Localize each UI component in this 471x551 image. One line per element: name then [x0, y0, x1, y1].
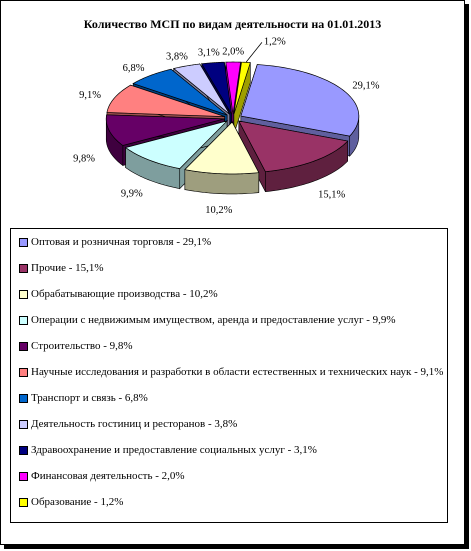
data-label-8: 3,8% — [166, 51, 188, 62]
chart-title: Количество МСП по видам деятельности на … — [83, 17, 382, 31]
legend-swatch — [19, 393, 28, 403]
pie-slice-2 — [238, 120, 349, 193]
data-label-2: 15,1% — [318, 189, 345, 200]
data-label-4: 9,9% — [121, 189, 143, 200]
legend-item-5: Строительство - 9,8% — [19, 339, 133, 353]
data-label-5: 9,8% — [73, 153, 95, 164]
data-label-3: 10,2% — [205, 205, 232, 216]
legend-item-1: Оптовая и розничная торговля - 29,1% — [19, 235, 211, 249]
pie-chart: 29,1% 15,1% 10,2% 9,9% 9,8% 9,1% 6,8% 3,8% 3,1% 2… — [73, 36, 380, 216]
legend-label: Операции с недвижимым имуществом, аренда… — [31, 314, 396, 326]
legend-swatch — [19, 341, 28, 351]
data-label-10: 2,0% — [222, 47, 244, 58]
legend-label: Финансовая деятельность - 2,0% — [31, 470, 185, 482]
legend-swatch — [19, 471, 28, 481]
legend-item-2: Прочие - 15,1% — [19, 261, 104, 275]
legend-swatch — [19, 445, 28, 455]
legend-label: Оптовая и розничная торговля - 29,1% — [31, 236, 212, 248]
legend-swatch — [19, 367, 28, 377]
data-label-9: 3,1% — [198, 47, 220, 58]
legend-item-7: Транспорт и связь - 6,8% — [19, 391, 148, 405]
data-label-6: 9,1% — [79, 90, 101, 101]
legend-item-8: Деятельность гостиниц и ресторанов - 3,8… — [19, 417, 237, 431]
data-label-7: 6,8% — [123, 63, 145, 74]
legend-label: Обрабатывающие производства - 10,2% — [31, 288, 218, 300]
legend-swatch — [19, 497, 28, 507]
legend-item-9: Здравоохранение и предоставление социаль… — [19, 443, 317, 457]
legend-item-3: Обрабатывающие производства - 10,2% — [19, 287, 218, 301]
legend-label: Строительство - 9,8% — [31, 340, 133, 352]
legend-item-6: Научные исследования и разработки в обла… — [19, 365, 443, 379]
pie-slice-3 — [184, 121, 260, 195]
legend-label: Научные исследования и разработки в обла… — [31, 366, 444, 378]
legend-label: Прочие - 15,1% — [31, 262, 104, 274]
leader-line-11 — [245, 42, 263, 63]
legend-swatch — [19, 289, 28, 299]
legend-item-4: Операции с недвижимым имуществом, аренда… — [19, 313, 396, 327]
legend-label: Деятельность гостиниц и ресторанов - 3,8… — [31, 418, 238, 430]
legend-label: Образование - 1,2% — [31, 496, 124, 508]
legend-item-10: Финансовая деятельность - 2,0% — [19, 469, 185, 483]
legend-label: Транспорт и связь - 6,8% — [31, 392, 148, 404]
legend-item-11: Образование - 1,2% — [19, 495, 123, 509]
legend-label: Здравоохранение и предоставление социаль… — [31, 444, 317, 456]
data-label-11: 1,2% — [264, 36, 286, 47]
legend: Оптовая и розничная торговля - 29,1% Проч… — [10, 228, 448, 523]
data-label-1: 29,1% — [352, 81, 379, 92]
legend-swatch — [19, 263, 28, 273]
legend-swatch — [19, 419, 28, 429]
legend-swatch — [19, 315, 28, 325]
legend-swatch — [19, 237, 28, 247]
